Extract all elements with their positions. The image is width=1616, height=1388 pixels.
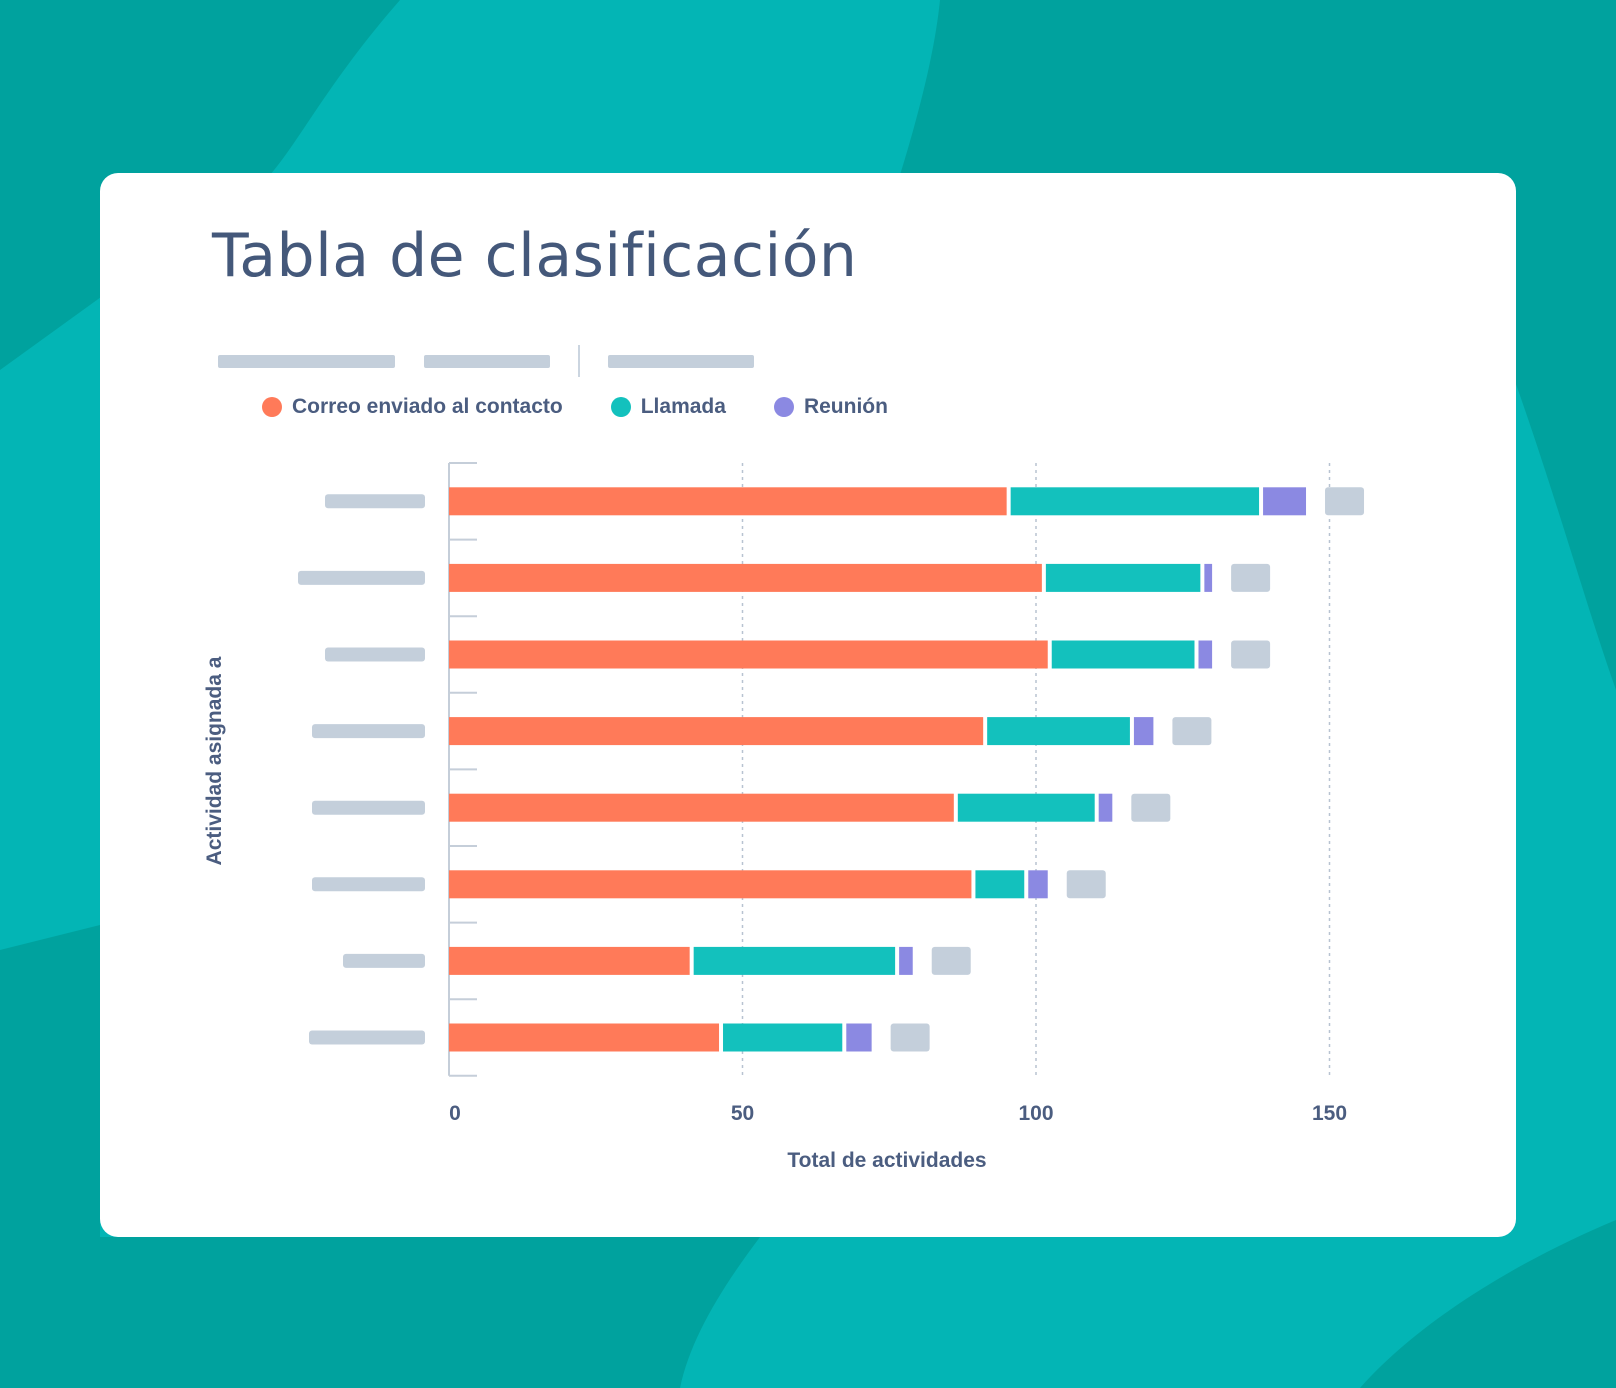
bar-reunion-row-6	[1028, 870, 1048, 899]
bar-llamada-row-4	[987, 717, 1130, 746]
x-axis-title: Total de actividades	[787, 1149, 986, 1172]
category-label-placeholder-row-2	[298, 570, 425, 585]
bar-correo-row-3	[449, 640, 1048, 669]
total-label-placeholder-row-1	[1325, 487, 1365, 516]
bar-reunion-row-1	[1263, 487, 1307, 516]
bar-correo-row-2	[449, 563, 1042, 592]
category-label-placeholder-row-5	[312, 800, 425, 815]
total-label-placeholder-row-8	[890, 1023, 930, 1052]
bar-llamada-row-1	[1010, 487, 1260, 516]
bar-correo-row-1	[449, 487, 1007, 516]
legend-label-llamada: Llamada	[640, 395, 726, 418]
category-label-placeholder-row-6	[312, 877, 425, 892]
total-label-placeholder-row-3	[1231, 640, 1271, 669]
bar-reunion-row-7	[899, 946, 913, 975]
x-tick-label-150: 150	[1312, 1102, 1347, 1125]
bar-correo-row-5	[449, 793, 954, 822]
total-label-placeholder-row-5	[1131, 793, 1171, 822]
total-label-placeholder-row-7	[931, 946, 971, 975]
y-axis-title: Actividad asignada a	[203, 656, 226, 865]
bar-correo-row-7	[449, 946, 690, 975]
x-tick-label-50: 50	[731, 1102, 754, 1125]
bar-correo-row-6	[449, 870, 972, 899]
legend-item-correo: Correo enviado al contacto	[262, 395, 563, 419]
category-label-placeholder-row-7	[343, 953, 425, 968]
x-tick-label-100: 100	[1018, 1102, 1053, 1125]
bar-reunion-row-5	[1098, 793, 1113, 822]
bar-llamada-row-8	[723, 1023, 843, 1052]
total-label-placeholder-row-4	[1172, 717, 1212, 746]
bar-reunion-row-3	[1198, 640, 1213, 669]
filter-placeholder-3[interactable]	[608, 355, 754, 368]
category-label-placeholder-row-4	[312, 724, 425, 739]
filter-placeholder-1[interactable]	[218, 355, 395, 368]
bar-llamada-row-6	[975, 870, 1025, 899]
bar-llamada-row-7	[693, 946, 896, 975]
legend-label-correo: Correo enviado al contacto	[292, 395, 563, 418]
legend-item-llamada: Llamada	[610, 395, 726, 419]
bar-llamada-row-5	[957, 793, 1095, 822]
total-label-placeholder-row-2	[1231, 563, 1271, 592]
bar-reunion-row-2	[1204, 563, 1213, 592]
bar-correo-row-8	[449, 1023, 720, 1052]
bar-llamada-row-2	[1045, 563, 1201, 592]
filter-divider	[578, 345, 580, 377]
category-label-placeholder-row-8	[309, 1030, 425, 1045]
legend-label-reunion: Reunión	[803, 395, 888, 418]
bar-correo-row-4	[449, 717, 984, 746]
legend-swatch-reunion	[773, 397, 794, 417]
filter-placeholder-2[interactable]	[424, 355, 550, 368]
total-label-placeholder-row-6	[1066, 870, 1106, 899]
leaderboard-chart: 0 50 100 150 Total de actividades Actividad a…	[203, 462, 1365, 1172]
category-label-placeholder-row-1	[325, 494, 425, 509]
category-label-placeholder-row-3	[325, 647, 425, 662]
x-tick-label-0: 0	[449, 1102, 461, 1125]
legend-item-reunion: Reunión	[773, 395, 888, 419]
chart-legend: Correo enviado al contacto Llamada Reuni…	[262, 395, 936, 419]
card-title: Tabla de clasificación	[212, 221, 858, 291]
bar-reunion-row-8	[846, 1023, 872, 1052]
bar-reunion-row-4	[1133, 717, 1154, 746]
legend-swatch-llamada	[610, 397, 631, 417]
leaderboard-card: Tabla de clasificación Correo enviado al…	[100, 173, 1516, 1237]
bar-llamada-row-3	[1051, 640, 1195, 669]
legend-swatch-correo	[262, 397, 282, 417]
